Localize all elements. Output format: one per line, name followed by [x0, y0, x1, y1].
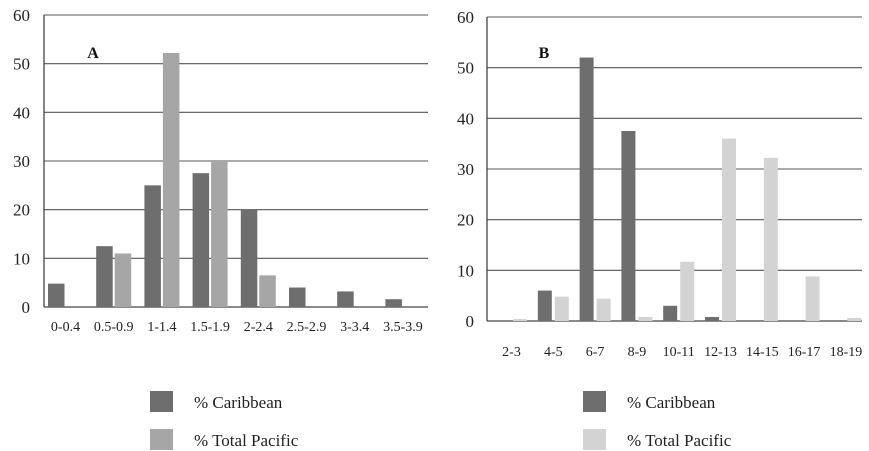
x-tick-label-a-2.5-2.9: 2.5-2.9 [287, 320, 327, 335]
x-tick-label-b-6-7: 6-7 [586, 345, 605, 360]
x-tick-label-a-3.5-3.9: 3.5-3.9 [383, 320, 423, 335]
bar-b-s1-14-15 [763, 157, 778, 321]
x-tick-label-b-16-17: 16-17 [788, 345, 821, 360]
bar-a-s1-1.5-1.9 [211, 161, 228, 307]
bar-b-s0-4-5 [537, 290, 552, 321]
bar-b-s1-2-3 [513, 318, 527, 321]
legend-label-a-1: % Total Pacific [194, 431, 299, 450]
x-tick-label-a-0-0.4: 0-0.4 [51, 320, 80, 335]
bar-a-s0-3.5-3.9 [385, 299, 402, 307]
x-tick-label-a-2-2.4: 2-2.4 [244, 320, 273, 335]
y-tick-label-b-40: 40 [457, 109, 474, 128]
x-tick-label-b-12-13: 12-13 [704, 345, 737, 360]
legend-swatch-a-0 [150, 391, 173, 412]
legend-label-b-0: % Caribbean [627, 393, 716, 412]
x-tick-label-b-4-5: 4-5 [544, 345, 563, 360]
bar-a-s0-3-3.4 [337, 291, 354, 307]
y-tick-label-b-0: 0 [466, 312, 475, 331]
bar-a-s0-2.5-2.9 [289, 287, 306, 307]
y-tick-label-b-50: 50 [457, 59, 474, 78]
bar-a-s0-1-1.4 [144, 185, 161, 307]
legend-swatch-b-0 [583, 391, 606, 412]
bar-b-s0-12-13 [705, 316, 719, 321]
bar-a-s0-0-0.4 [48, 283, 65, 307]
bar-b-s1-18-19 [847, 317, 862, 321]
x-tick-label-b-10-11: 10-11 [663, 345, 695, 360]
y-tick-label-a-40: 40 [13, 103, 30, 122]
chart-panel-b: 0 10 20 30 40 50 60 2-3 4-5 6-7 8-9 10-11 12-13 14-15… [457, 8, 862, 450]
x-tick-label-b-2-3: 2-3 [502, 345, 521, 360]
panel-label-a: A [87, 45, 99, 62]
panel-label-b: B [539, 45, 550, 62]
x-tick-label-a-1.5-1.9: 1.5-1.9 [190, 320, 230, 335]
y-tick-label-b-20: 20 [457, 211, 474, 230]
y-tick-label-a-20: 20 [13, 201, 30, 220]
bar-b-s1-6-7 [596, 298, 611, 321]
legend-swatch-b-1 [583, 429, 606, 450]
x-tick-label-a-1-1.4: 1-1.4 [147, 320, 176, 335]
bar-a-s1-0.5-0.9 [114, 253, 132, 307]
chart-panel-a: 0 10 20 30 40 50 60 0-0.4 0.5-0.9 1-1.4 1.5-1.9 2-2… [13, 6, 428, 450]
x-tick-label-b-18-19: 18-19 [830, 345, 863, 360]
legend-swatch-a-1 [150, 429, 173, 450]
bar-b-s0-10-11 [663, 305, 678, 321]
y-tick-label-a-0: 0 [22, 298, 31, 317]
bar-a-s0-0.5-0.9 [96, 246, 113, 307]
x-tick-label-b-8-9: 8-9 [628, 345, 647, 360]
bar-a-s0-2-2.4 [240, 209, 258, 307]
y-tick-label-b-30: 30 [457, 160, 474, 179]
bar-b-s1-4-5 [554, 296, 569, 321]
y-tick-label-a-10: 10 [13, 249, 30, 268]
x-tick-label-a-0.5-0.9: 0.5-0.9 [94, 320, 134, 335]
bar-a-s1-2-2.4 [259, 275, 276, 307]
bar-a-s0-1.5-1.9 [192, 173, 210, 307]
bar-b-s1-12-13 [722, 138, 736, 321]
y-tick-label-a-60: 60 [13, 6, 30, 25]
bar-b-s1-8-9 [638, 316, 653, 321]
legend-label-a-0: % Caribbean [194, 393, 283, 412]
x-tick-label-a-3-3.4: 3-3.4 [340, 320, 369, 335]
bar-b-s0-8-9 [621, 131, 636, 321]
bar-b-s0-6-7 [579, 57, 594, 322]
bar-a-s1-1-1.4 [162, 52, 180, 308]
bar-b-s1-16-17 [805, 276, 820, 321]
y-tick-label-a-30: 30 [13, 152, 30, 171]
legend-label-b-1: % Total Pacific [627, 431, 732, 450]
bar-b-s1-10-11 [680, 261, 695, 321]
y-tick-label-b-10: 10 [457, 261, 474, 280]
y-tick-label-b-60: 60 [457, 8, 474, 27]
y-tick-label-a-50: 50 [13, 55, 30, 74]
x-tick-label-b-14-15: 14-15 [746, 345, 779, 360]
